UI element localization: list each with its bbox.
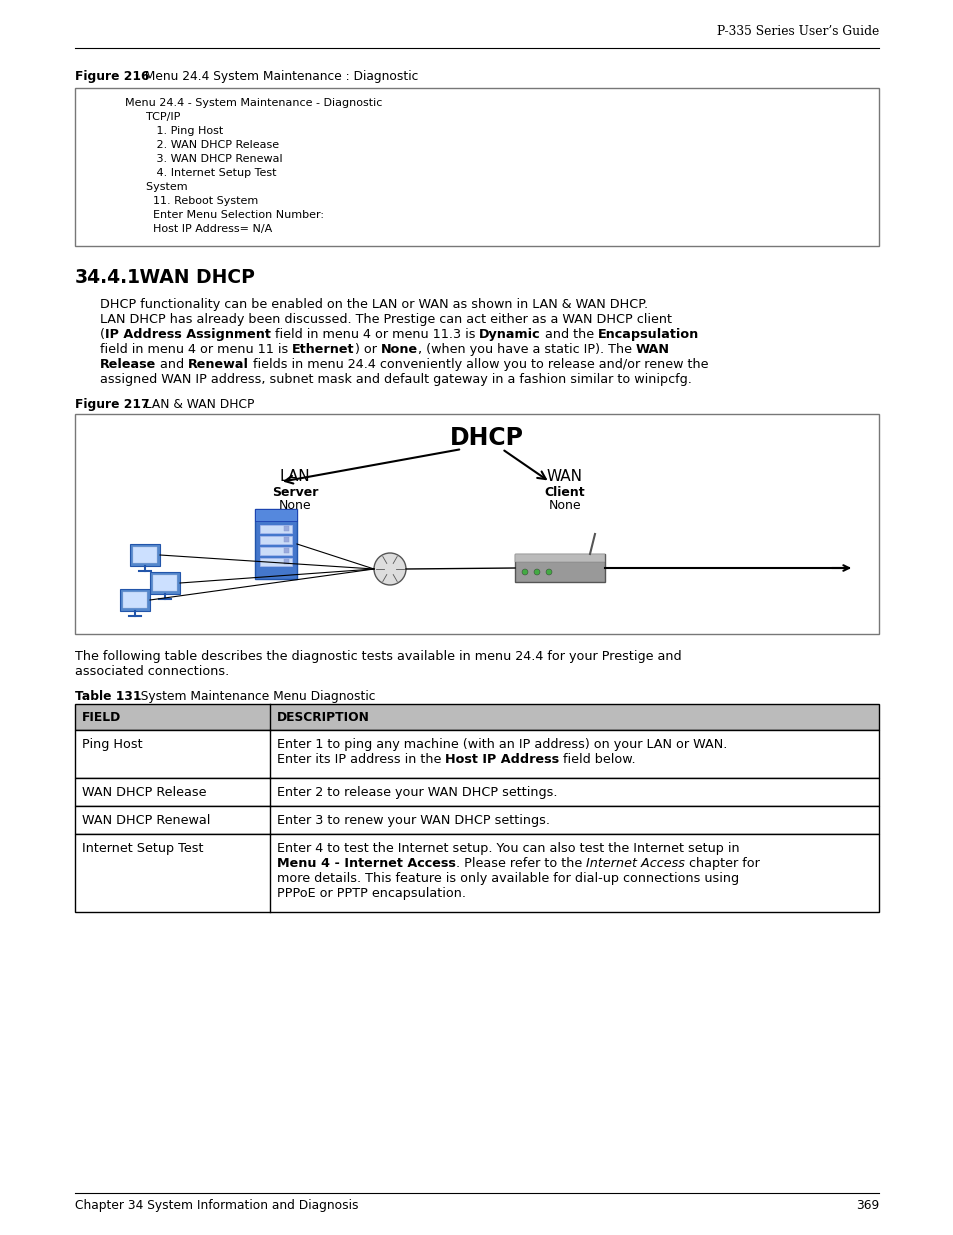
Text: more details. This feature is only available for dial-up connections using: more details. This feature is only avail… (276, 872, 739, 885)
Bar (254, 509, 296, 579)
Text: LAN DHCP has already been discussed. The Prestige can act either as a WAN DHCP c: LAN DHCP has already been discussed. The… (100, 312, 671, 326)
Text: LAN: LAN (279, 469, 310, 484)
Text: IP Address Assignment: IP Address Assignment (105, 329, 271, 341)
Circle shape (374, 553, 406, 585)
Text: assigned WAN IP address, subnet mask and default gateway in a fashion similar to: assigned WAN IP address, subnet mask and… (100, 373, 691, 387)
Text: P-335 Series User’s Guide: P-335 Series User’s Guide (716, 25, 878, 38)
Bar (152, 576, 177, 592)
Text: WAN DHCP Renewal: WAN DHCP Renewal (82, 814, 211, 827)
Text: fields in menu 24.4 conveniently allow you to release and/or renew the: fields in menu 24.4 conveniently allow y… (249, 358, 708, 370)
Text: Client: Client (544, 487, 585, 499)
Text: Internet Setup Test: Internet Setup Test (82, 842, 203, 855)
Text: field in menu 4 or menu 11.3 is: field in menu 4 or menu 11.3 is (271, 329, 478, 341)
Text: chapter for: chapter for (684, 857, 760, 869)
Bar (75, 778, 878, 806)
Bar (150, 572, 180, 594)
Text: None: None (548, 499, 580, 513)
Text: 4. Internet Setup Test: 4. Internet Setup Test (83, 168, 276, 178)
Bar (284, 537, 289, 542)
Text: Menu 24.4 System Maintenance : Diagnostic: Menu 24.4 System Maintenance : Diagnosti… (137, 70, 418, 83)
Text: Menu 24.4 - System Maintenance - Diagnostic: Menu 24.4 - System Maintenance - Diagnos… (83, 98, 382, 107)
Text: LAN & WAN DHCP: LAN & WAN DHCP (137, 398, 254, 411)
Text: 1. Ping Host: 1. Ping Host (83, 126, 223, 136)
Text: associated connections.: associated connections. (75, 664, 229, 678)
Text: Enter 2 to release your WAN DHCP settings.: Enter 2 to release your WAN DHCP setting… (276, 785, 557, 799)
Bar (515, 555, 604, 562)
Bar (260, 536, 292, 543)
Text: (: ( (100, 329, 105, 341)
Text: 2. WAN DHCP Release: 2. WAN DHCP Release (83, 140, 279, 149)
Bar (75, 414, 878, 634)
Text: Internet Access: Internet Access (585, 857, 684, 869)
Bar (254, 509, 296, 521)
Bar (75, 834, 878, 911)
Bar (284, 559, 289, 564)
Bar (130, 543, 160, 566)
Text: None: None (278, 499, 311, 513)
Bar (132, 547, 157, 563)
Text: Encapsulation: Encapsulation (598, 329, 699, 341)
Text: Menu 4 - Internet Access: Menu 4 - Internet Access (276, 857, 456, 869)
Text: WAN DHCP Release: WAN DHCP Release (82, 785, 206, 799)
Text: and the: and the (540, 329, 598, 341)
Text: Server: Server (272, 487, 318, 499)
Bar (260, 525, 292, 534)
Text: Enter 3 to renew your WAN DHCP settings.: Enter 3 to renew your WAN DHCP settings. (276, 814, 550, 827)
Text: field in menu 4 or menu 11 is: field in menu 4 or menu 11 is (100, 343, 292, 356)
Text: ) or: ) or (355, 343, 380, 356)
Text: PPPoE or PPTP encapsulation.: PPPoE or PPTP encapsulation. (276, 887, 465, 900)
Text: Chapter 34 System Information and Diagnosis: Chapter 34 System Information and Diagno… (75, 1199, 358, 1212)
Text: Figure 216: Figure 216 (75, 70, 150, 83)
Bar (75, 806, 878, 834)
Text: Host IP Address= N/A: Host IP Address= N/A (83, 224, 272, 233)
Text: Enter its IP address in the: Enter its IP address in the (276, 753, 445, 766)
Text: WAN DHCP: WAN DHCP (132, 268, 254, 287)
Circle shape (545, 569, 552, 576)
Text: WAN: WAN (546, 469, 582, 484)
Text: Dynamic: Dynamic (478, 329, 540, 341)
Text: TCP/IP: TCP/IP (83, 112, 180, 122)
Bar (75, 730, 878, 778)
Bar (515, 555, 604, 582)
Text: Ethernet: Ethernet (292, 343, 355, 356)
Text: System Maintenance Menu Diagnostic: System Maintenance Menu Diagnostic (132, 690, 375, 703)
Text: 11. Reboot System: 11. Reboot System (83, 196, 258, 206)
Text: 369: 369 (855, 1199, 878, 1212)
Text: The following table describes the diagnostic tests available in menu 24.4 for yo: The following table describes the diagno… (75, 650, 680, 663)
Text: Figure 217: Figure 217 (75, 398, 150, 411)
Bar (284, 548, 289, 553)
Text: 3. WAN DHCP Renewal: 3. WAN DHCP Renewal (83, 154, 282, 164)
Text: Enter 1 to ping any machine (with an IP address) on your LAN or WAN.: Enter 1 to ping any machine (with an IP … (276, 739, 726, 751)
Text: Host IP Address: Host IP Address (445, 753, 558, 766)
Text: . Please refer to the: . Please refer to the (456, 857, 585, 869)
Text: Release: Release (100, 358, 156, 370)
Text: None: None (380, 343, 417, 356)
Text: Table 131: Table 131 (75, 690, 141, 703)
Text: WAN: WAN (636, 343, 669, 356)
Text: DHCP functionality can be enabled on the LAN or WAN as shown in LAN & WAN DHCP.: DHCP functionality can be enabled on the… (100, 298, 647, 311)
Text: Ping Host: Ping Host (82, 739, 143, 751)
Text: System: System (83, 182, 188, 191)
Text: , (when you have a static IP). The: , (when you have a static IP). The (417, 343, 636, 356)
Text: FIELD: FIELD (82, 711, 121, 724)
Bar (260, 547, 292, 555)
Bar (123, 592, 147, 608)
Bar (260, 558, 292, 566)
Bar (75, 704, 878, 730)
Circle shape (534, 569, 539, 576)
Bar (120, 589, 150, 611)
Text: Enter Menu Selection Number:: Enter Menu Selection Number: (83, 210, 324, 220)
Bar (284, 526, 289, 531)
Circle shape (521, 569, 527, 576)
Text: field below.: field below. (558, 753, 636, 766)
Text: DHCP: DHCP (450, 426, 523, 450)
Text: Renewal: Renewal (188, 358, 249, 370)
Bar (75, 88, 878, 246)
Text: Enter 4 to test the Internet setup. You can also test the Internet setup in: Enter 4 to test the Internet setup. You … (276, 842, 739, 855)
Text: and: and (156, 358, 188, 370)
Text: DESCRIPTION: DESCRIPTION (276, 711, 370, 724)
Text: 34.4.1: 34.4.1 (75, 268, 141, 287)
